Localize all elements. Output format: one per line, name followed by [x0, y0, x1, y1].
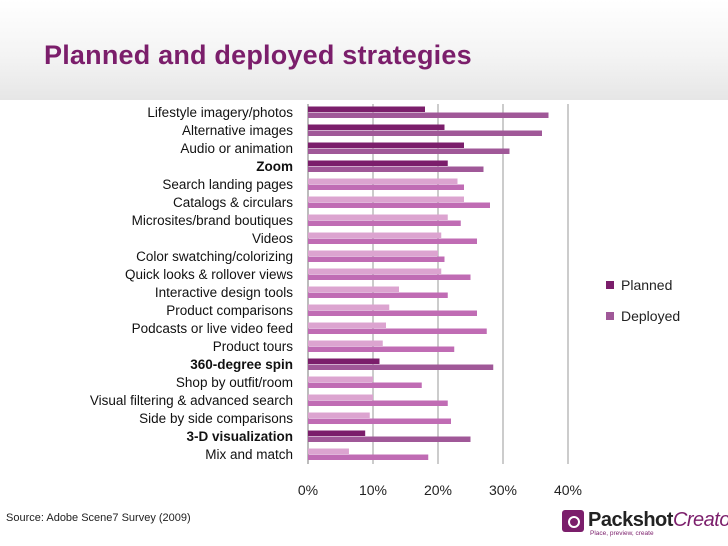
planned-bar	[308, 376, 373, 382]
category-label: Videos	[252, 231, 293, 246]
x-tick-label: 20%	[424, 482, 452, 498]
planned-bar	[308, 106, 425, 112]
logo-name-part2: Creator	[672, 509, 728, 531]
logo-text: PackshotCreator	[588, 509, 728, 532]
deployed-bar	[308, 148, 510, 154]
planned-bar	[308, 250, 438, 256]
category-label: Product comparisons	[166, 303, 293, 318]
planned-bar	[308, 358, 380, 364]
deployed-bar	[308, 256, 445, 262]
deployed-bar	[308, 220, 461, 226]
planned-bar	[308, 340, 383, 346]
deployed-bar	[308, 238, 477, 244]
category-label: Color swatching/colorizing	[136, 249, 293, 264]
category-label: Lifestyle imagery/photos	[147, 105, 293, 120]
legend-label: Planned	[621, 277, 672, 293]
x-tick-label: 0%	[298, 482, 318, 498]
page-title: Planned and deployed strategies	[44, 40, 472, 70]
category-label: Zoom	[256, 159, 293, 174]
planned-bar	[308, 160, 448, 166]
category-label: Visual filtering & advanced search	[90, 393, 293, 408]
category-label: Podcasts or live video feed	[132, 321, 293, 336]
x-tick-label: 40%	[554, 482, 582, 498]
category-label: Catalogs & circulars	[173, 195, 293, 210]
category-label: Side by side comparisons	[139, 411, 293, 426]
deployed-bar	[308, 274, 471, 280]
legend-swatch	[606, 312, 614, 320]
category-label: Search landing pages	[162, 177, 293, 192]
legend-swatch	[606, 281, 614, 289]
category-label: 360-degree spin	[190, 357, 293, 372]
deployed-bar	[308, 184, 464, 190]
planned-bar	[308, 124, 445, 130]
planned-bar	[308, 322, 386, 328]
planned-bar	[308, 232, 442, 238]
planned-bar	[308, 196, 464, 202]
deployed-bar	[308, 436, 471, 442]
category-label: Mix and match	[205, 447, 293, 462]
deployed-bar	[308, 382, 422, 388]
category-label: Microsites/brand boutiques	[132, 213, 294, 228]
planned-bar	[308, 430, 366, 436]
deployed-bar	[308, 310, 477, 316]
x-tick-label: 10%	[359, 482, 387, 498]
planned-bar	[308, 178, 458, 184]
planned-bar	[308, 142, 464, 148]
category-label: Quick looks & rollover views	[125, 267, 293, 282]
planned-bar	[308, 448, 349, 454]
planned-bar	[308, 394, 373, 400]
category-label: Shop by outfit/room	[176, 375, 293, 390]
deployed-bar	[308, 364, 494, 370]
deployed-bar	[308, 418, 451, 424]
legend-label: Deployed	[621, 308, 680, 324]
deployed-bar	[308, 292, 448, 298]
deployed-bar	[308, 130, 542, 136]
planned-bar	[308, 268, 442, 274]
deployed-bar	[308, 166, 484, 172]
planned-bar	[308, 304, 390, 310]
deployed-bar	[308, 400, 448, 406]
planned-bar	[308, 214, 448, 220]
logo-icon	[562, 510, 584, 532]
planned-bar	[308, 412, 370, 418]
deployed-bar	[308, 454, 429, 460]
deployed-bar	[308, 202, 490, 208]
category-label: Audio or animation	[180, 141, 293, 156]
x-tick-label: 30%	[489, 482, 517, 498]
logo-tagline: Place, preview, create	[590, 530, 654, 537]
logo-name-part1: Packshot	[588, 509, 673, 531]
deployed-bar	[308, 328, 487, 334]
category-label: Interactive design tools	[155, 285, 293, 300]
category-label: Product tours	[213, 339, 294, 354]
planned-bar	[308, 286, 399, 292]
packshot-creator-logo: PackshotCreator Place, preview, create	[562, 506, 728, 542]
deployed-bar	[308, 112, 549, 118]
header-band: Planned and deployed strategies	[0, 0, 728, 100]
category-label: Alternative images	[182, 123, 293, 138]
deployed-bar	[308, 346, 455, 352]
source-note: Source: Adobe Scene7 Survey (2009)	[6, 512, 191, 524]
category-label: 3-D visualization	[186, 429, 293, 444]
